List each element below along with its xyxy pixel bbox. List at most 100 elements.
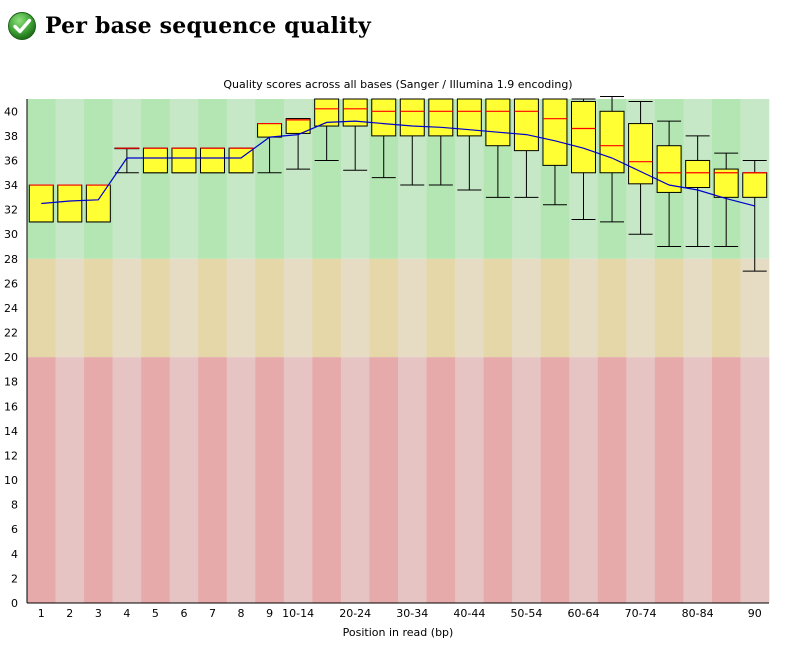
x-tick-label: 70-74 (625, 607, 657, 620)
y-tick-label: 32 (4, 204, 18, 217)
boxplot-3 (85, 184, 111, 223)
zone-stripe (654, 357, 684, 603)
iqr-box (28, 184, 54, 223)
y-tick-label: 8 (11, 499, 18, 512)
zone-stripe (455, 357, 484, 603)
boxplot-5 (142, 147, 168, 174)
zone-stripe (27, 99, 56, 259)
y-tick-label: 24 (4, 302, 18, 315)
zone-stripe (654, 258, 684, 358)
zone-stripe (255, 357, 285, 603)
y-tick-label: 22 (4, 327, 18, 340)
y-tick-label: 14 (4, 425, 18, 438)
zone-stripe (55, 99, 85, 259)
zone-stripe (27, 357, 56, 603)
iqr-box (571, 100, 596, 174)
zone-stripe (740, 258, 770, 358)
x-axis-label: Position in read (bp) (343, 626, 454, 639)
zone-stripe (369, 258, 399, 358)
iqr-box (257, 123, 283, 138)
x-tick-label: 3 (95, 607, 102, 620)
boxplot-7 (200, 147, 225, 174)
zone-stripe (398, 357, 427, 603)
mean-line (41, 120, 755, 207)
zone-stripe (569, 258, 599, 358)
zone-stripe (569, 357, 599, 603)
zone-stripe (84, 258, 113, 358)
y-tick-label: 40 (4, 105, 18, 118)
boxplots (28, 96, 768, 272)
iqr-box (371, 98, 397, 137)
boxplot-75-79 (656, 120, 682, 248)
zone-stripe (312, 258, 342, 358)
zone-stripe (369, 357, 399, 603)
boxplot-1 (28, 184, 54, 223)
zone-stripe (512, 357, 541, 603)
x-tick-label: 9 (266, 607, 273, 620)
zone-stripe (84, 357, 113, 603)
zone-stripe (340, 258, 370, 358)
zone-stripe (112, 357, 142, 603)
iqr-box (742, 172, 768, 198)
zone-stripe (398, 258, 427, 358)
zone-stripe (27, 258, 56, 358)
y-tick-label: 10 (4, 474, 18, 487)
check-icon (8, 12, 36, 40)
zone-stripe (540, 357, 570, 603)
zone-stripe (226, 357, 256, 603)
quality-zones (27, 99, 770, 603)
iqr-box (314, 98, 340, 127)
zone-stripe (55, 357, 85, 603)
y-tick-label: 36 (4, 154, 18, 167)
iqr-box (542, 98, 568, 166)
boxplot-65-69 (599, 96, 625, 223)
zone-stripe (169, 258, 199, 358)
x-tick-label: 8 (238, 607, 245, 620)
boxplot-2 (57, 184, 83, 223)
iqr-box (713, 168, 739, 198)
iqr-box (628, 123, 654, 185)
boxplot-25-29 (371, 98, 397, 179)
zone-stripe (312, 357, 342, 603)
zone-stripe (597, 357, 627, 603)
y-tick-label: 20 (4, 351, 18, 364)
boxplot-50-54 (513, 98, 539, 198)
quality-boxplot-chart: Quality scores across all bases (Sanger … (4, 78, 770, 639)
zone-stripe (112, 258, 142, 358)
zone-stripe (512, 258, 541, 358)
zone-stripe (683, 357, 713, 603)
zone-stripe (141, 258, 170, 358)
zone-stripe (198, 357, 228, 603)
boxplot-30-34 (399, 98, 425, 186)
zone-stripe (340, 357, 370, 603)
zone-stripe (112, 99, 142, 259)
zone-stripe (683, 258, 713, 358)
iqr-box (399, 98, 425, 137)
iqr-box (456, 98, 482, 137)
x-tick-label: 10-14 (282, 607, 314, 620)
x-tick-labels: 1 2 3 4 5 6 7 8 9 10-14 20-24 30-34 40-44 50-54 60-64 7… (38, 607, 762, 620)
axes (26, 99, 769, 604)
iqr-box (685, 159, 711, 189)
iqr-box (513, 98, 539, 152)
boxplot-10-14 (285, 118, 311, 170)
boxplot-40-44 (456, 98, 482, 191)
x-tick-label: 2 (66, 607, 73, 620)
zone-stripe (711, 258, 741, 358)
iqr-box (599, 110, 625, 174)
y-tick-label: 28 (4, 253, 18, 266)
y-tick-label: 2 (11, 572, 18, 585)
iqr-box (342, 98, 368, 127)
boxplot-45-49 (485, 98, 511, 198)
x-tick-label: 5 (152, 607, 159, 620)
boxplot-55-59 (542, 98, 568, 206)
x-tick-label: 90 (748, 607, 762, 620)
y-tick-label: 16 (4, 400, 18, 413)
zone-stripe (426, 258, 456, 358)
chart-title: Quality scores across all bases (Sanger … (223, 78, 572, 91)
zone-stripe (626, 258, 656, 358)
zone-stripe (283, 357, 313, 603)
module-header: Per base sequence quality (7, 8, 371, 44)
zone-stripe (84, 99, 113, 259)
